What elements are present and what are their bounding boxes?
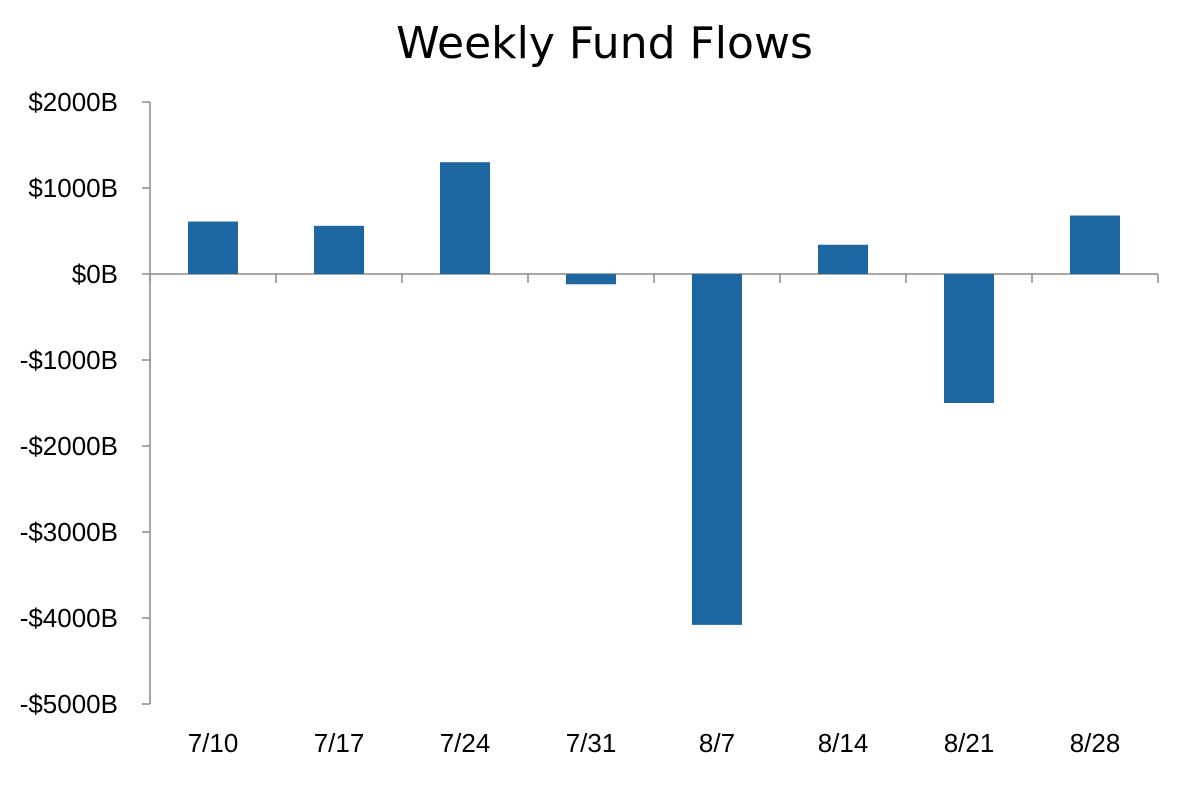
x-tick-label: 8/7 xyxy=(699,728,735,758)
bar-8-21 xyxy=(944,274,994,403)
y-tick-label: -$1000B xyxy=(20,345,118,375)
x-tick-label: 7/31 xyxy=(566,728,617,758)
x-tick-label: 7/24 xyxy=(440,728,491,758)
bar-7-24 xyxy=(440,162,490,274)
x-tick-label: 7/17 xyxy=(314,728,365,758)
y-tick-label: $1000B xyxy=(28,173,118,203)
bar-7-10 xyxy=(188,221,238,274)
bar-8-14 xyxy=(818,244,868,274)
bar-7-17 xyxy=(314,225,364,274)
x-tick-label: 7/10 xyxy=(188,728,239,758)
bar-8-7 xyxy=(692,274,742,625)
bar-8-28 xyxy=(1070,215,1120,274)
chart-title: Weekly Fund Flows xyxy=(396,18,813,69)
y-tick-label: -$4000B xyxy=(20,603,118,633)
x-tick-label: 8/14 xyxy=(818,728,869,758)
y-tick-label: -$2000B xyxy=(20,431,118,461)
y-tick-label: $2000B xyxy=(28,87,118,117)
x-tick-label: 8/21 xyxy=(944,728,995,758)
y-tick-label: $0B xyxy=(72,259,118,289)
bar-7-31 xyxy=(566,274,616,285)
y-tick-label: -$3000B xyxy=(20,517,118,547)
x-tick-label: 8/28 xyxy=(1070,728,1121,758)
y-tick-label: -$5000B xyxy=(20,689,118,719)
